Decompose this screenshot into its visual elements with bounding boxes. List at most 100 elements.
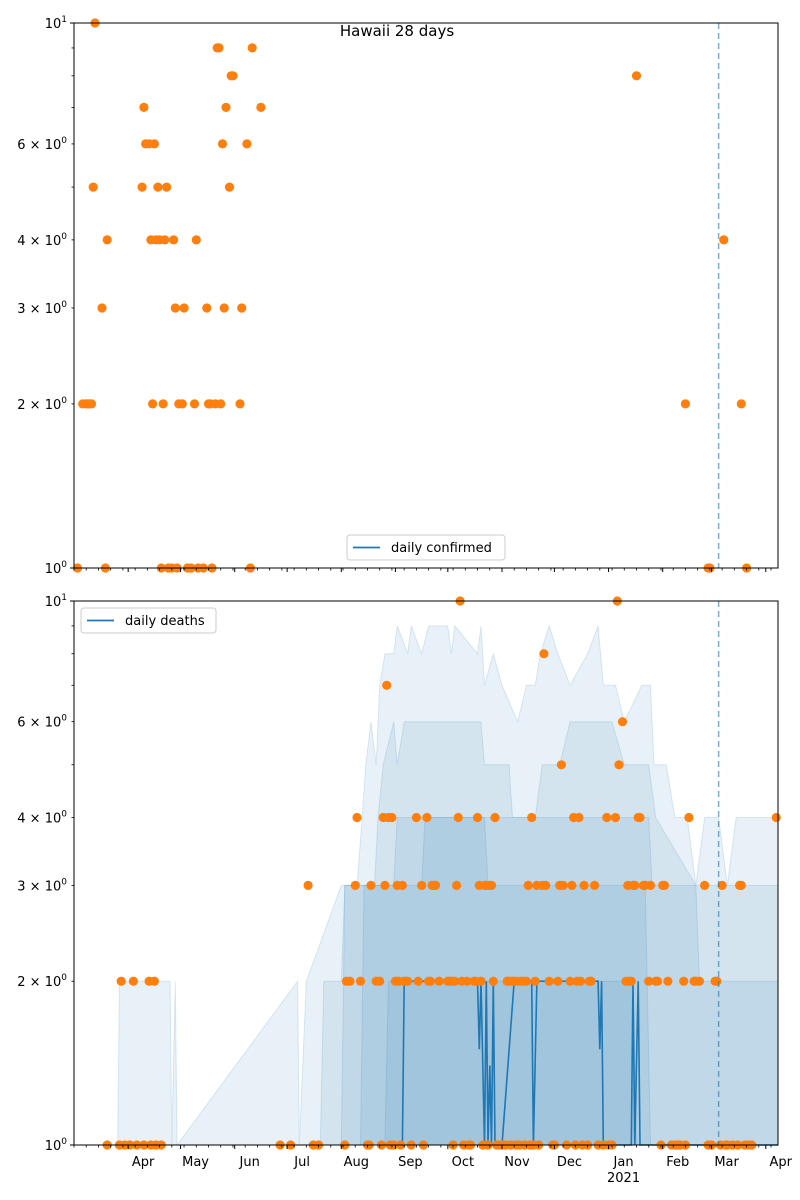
x-tick-label: Sep	[398, 1155, 423, 1170]
data-point	[397, 880, 407, 891]
deaths-lines	[381, 980, 778, 1146]
data-point	[476, 976, 486, 986]
data-point	[403, 976, 413, 986]
y-tick-label: 100	[45, 560, 68, 577]
data-point	[242, 139, 252, 149]
data-point	[380, 880, 390, 891]
data-point	[736, 880, 746, 891]
data-point	[177, 399, 187, 409]
data-point	[565, 976, 575, 986]
confirmed-points	[72, 18, 752, 573]
data-point	[217, 139, 228, 149]
data-point	[413, 976, 423, 986]
x-tick-label: Jun	[239, 1155, 260, 1170]
deaths-legend: daily deaths	[80, 607, 217, 634]
data-point	[137, 182, 147, 192]
data-point	[521, 976, 532, 986]
axes-frame	[73, 22, 779, 569]
x-tick-label: Oct	[452, 1155, 474, 1170]
data-point	[128, 976, 138, 986]
data-point	[586, 976, 596, 986]
data-point	[574, 812, 584, 823]
data-point	[247, 43, 257, 53]
y-tick-label: 4 × 100	[17, 809, 67, 826]
data-point	[553, 976, 563, 986]
data-point	[645, 880, 656, 891]
data-point	[431, 880, 441, 891]
data-point	[576, 976, 586, 986]
data-point	[224, 182, 235, 192]
data-point	[610, 812, 621, 823]
data-point	[694, 976, 705, 986]
data-point	[158, 399, 168, 409]
data-point	[663, 976, 673, 986]
data-point	[712, 976, 722, 986]
data-point	[659, 880, 670, 891]
deaths-axes: 100 2 × 100 3 × 100 4 × 100 6 × 100 101 Apr May…	[17, 593, 792, 1186]
data-point	[86, 399, 97, 409]
data-point	[602, 812, 612, 823]
data-point	[736, 399, 746, 409]
axes-frame	[73, 600, 779, 1146]
x-tick-label: Apr	[770, 1155, 793, 1170]
data-point	[219, 303, 229, 313]
deaths-panel: 100 2 × 100 3 × 100 4 × 100 6 × 100 101 Apr May…	[17, 593, 792, 1186]
data-point	[680, 399, 691, 409]
data-point	[530, 976, 540, 986]
data-point	[579, 880, 589, 891]
data-point	[202, 303, 212, 313]
data-point	[590, 880, 600, 891]
data-point	[614, 760, 624, 770]
data-point	[221, 102, 231, 112]
x-tick-label: Feb	[666, 1155, 689, 1170]
legend-label: daily confirmed	[391, 541, 492, 556]
data-point	[700, 880, 710, 891]
data-point	[382, 680, 392, 690]
data-point	[216, 399, 226, 409]
data-point	[472, 812, 483, 823]
data-point	[191, 235, 201, 245]
data-point	[237, 303, 247, 313]
data-point	[170, 303, 180, 313]
data-point	[116, 976, 126, 986]
data-point	[488, 976, 498, 986]
chart-title: Hawaii 28 days	[340, 22, 454, 40]
x-tick-label: Dec	[557, 1155, 582, 1170]
data-point	[139, 102, 149, 112]
data-point	[352, 812, 362, 823]
y-tick-label: 6 × 100	[17, 136, 67, 153]
confirmed-panel: 100 2 × 100 3 × 100 4 × 100 6 × 100 101 Hawai…	[17, 15, 779, 577]
data-point	[652, 976, 663, 986]
data-point	[149, 139, 159, 149]
data-point	[544, 976, 554, 986]
data-point	[235, 399, 245, 409]
data-point	[345, 976, 355, 986]
y-tick-label: 100	[45, 1137, 68, 1154]
y-tick-label: 6 × 100	[17, 714, 67, 731]
x-tick-label: May	[182, 1155, 209, 1170]
series-line	[381, 980, 778, 1146]
y-tick-label: 2 × 100	[17, 973, 67, 990]
data-point	[422, 812, 432, 823]
data-point	[162, 182, 172, 192]
data-point	[214, 43, 224, 53]
data-point	[453, 812, 463, 823]
data-point	[88, 182, 98, 192]
data-point	[631, 71, 642, 81]
data-point	[417, 880, 427, 891]
legend-box	[80, 607, 217, 634]
data-point	[558, 880, 568, 891]
data-point	[189, 399, 200, 409]
data-point	[719, 235, 729, 245]
y-tick-label: 101	[45, 593, 67, 610]
data-point	[102, 235, 112, 245]
legend-box	[346, 534, 506, 561]
y-tick-label: 2 × 100	[17, 396, 67, 413]
deaths-bands	[117, 624, 779, 1147]
data-point	[411, 812, 421, 823]
data-point	[630, 880, 640, 891]
data-point	[679, 976, 689, 986]
data-point	[527, 812, 537, 823]
data-point	[366, 880, 376, 891]
